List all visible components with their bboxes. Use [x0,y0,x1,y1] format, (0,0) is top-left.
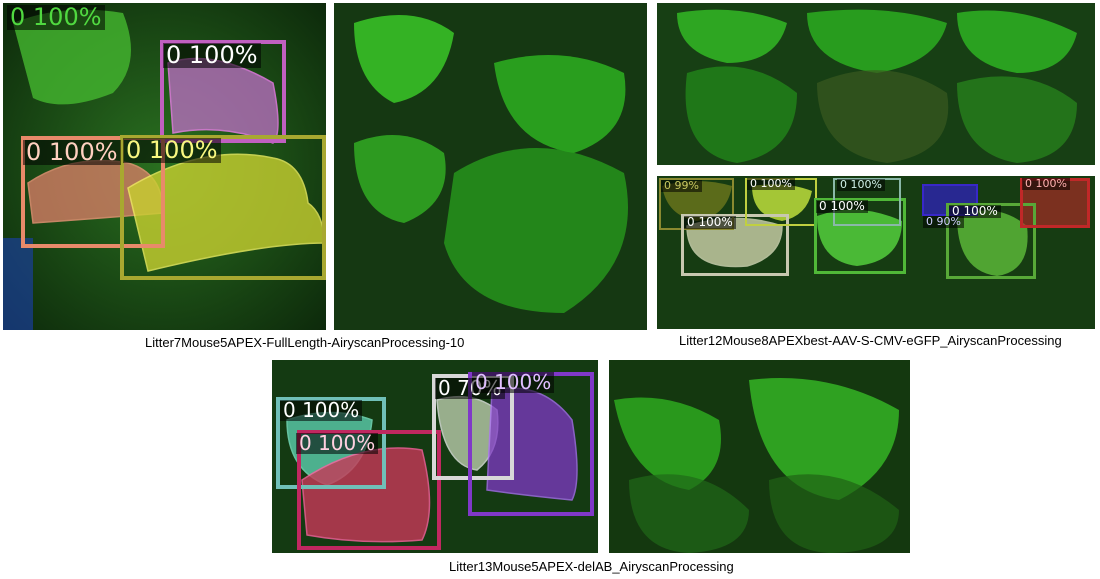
detection-image-4: 0 99% 0 100% 0 100% 0 100% 0 100% 0 100%… [657,176,1095,329]
detection-box-teal [276,397,386,489]
raw-image-3 [657,3,1095,165]
detection-label: 0 100% [816,200,868,213]
detection-label: 0 90% [923,216,964,228]
detection-label: 0 100% [1022,178,1070,190]
microscopy-background [334,3,647,330]
detection-label: 0 100% [747,178,795,190]
detection-label: 0 100% [684,216,736,229]
detection-label: 0 100% [837,179,885,191]
detection-box-green [814,198,906,274]
detection-label: 0 100% [23,139,121,166]
detection-box-magenta [160,40,286,143]
detection-label: 0 100% [280,400,363,421]
microscopy-background [657,3,1095,165]
caption-top-right: Litter12Mouse8APEXbest-AAV-S-CMV-eGFP_Ai… [679,333,1062,348]
microscopy-background [657,176,1095,329]
detection-box-olive [659,178,734,230]
detection-box-green-2 [946,203,1036,279]
microscopy-background [609,360,910,553]
detection-image-1: 0 100% 0 100% 0 100% 0 100% [3,3,326,330]
detection-image-5: 0 100% 0 100% 0 70% 0 100% [272,360,598,553]
caption-bottom: Litter13Mouse5APEX-delAB_AiryscanProcess… [449,559,734,574]
detection-box-salmon [21,136,165,248]
caption-top-left: Litter7Mouse5APEX-FullLength-AiryscanPro… [145,335,465,350]
detection-label: 0 100% [296,433,379,454]
detection-label: 0 100% [123,137,221,164]
detection-label: 0 100% [163,42,261,69]
raw-image-2 [334,3,647,330]
detection-box-yellow [120,135,326,280]
detection-box-white [681,214,789,276]
detection-label: 0 100% [949,205,1001,218]
detection-label: 0 100% [472,372,555,393]
detection-box-red [297,430,441,550]
raw-image-6 [609,360,910,553]
detection-label: 0 100% [7,4,105,31]
detection-label: 0 99% [661,180,702,192]
